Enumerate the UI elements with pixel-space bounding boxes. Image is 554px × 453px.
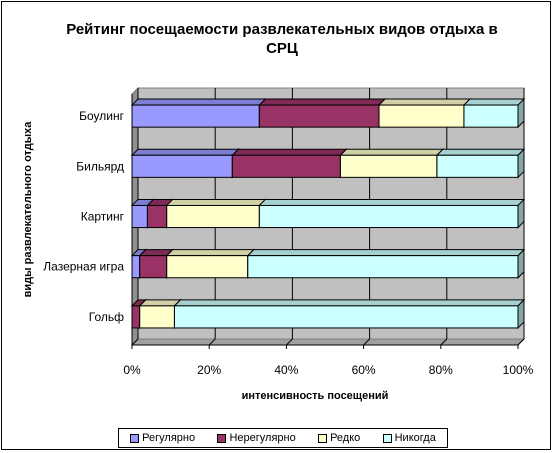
bar-side: [517, 148, 525, 179]
gridline-floor: [440, 338, 448, 346]
legend: Регулярно Нерегулярно Редко Никогда: [118, 428, 448, 448]
bar-top: [165, 198, 267, 206]
bar-segment: [378, 104, 465, 128]
bar-side: [517, 298, 525, 330]
bar-segment: [463, 104, 519, 128]
bar-top: [339, 148, 445, 156]
legend-swatch: [382, 433, 392, 443]
bar-side: [517, 97, 525, 129]
bar-segment: [131, 204, 148, 229]
y-tick-label: Бильярд: [76, 159, 124, 173]
bar-top: [130, 148, 240, 156]
bar-segment: [166, 204, 260, 229]
bar-segment: [258, 204, 519, 229]
bar-top: [377, 98, 472, 106]
legend-label: Регулярно: [142, 432, 196, 444]
bar-top: [462, 98, 526, 106]
gridline-floor: [131, 338, 139, 346]
bar-segment: [247, 255, 519, 279]
bar-side: [517, 248, 525, 279]
bar-segment: [436, 154, 519, 178]
y-axis-label: виды развлекательного отдыха: [22, 121, 34, 298]
legend-swatch: [318, 433, 328, 443]
gridline-floor: [286, 338, 293, 346]
legend-swatch: [217, 433, 227, 443]
gridline-floor: [517, 338, 525, 346]
legend-item: Никогда: [382, 432, 436, 444]
y-tick-label: Боулинг: [79, 109, 124, 123]
x-tick-label: 60%: [352, 363, 376, 377]
bar-top: [173, 299, 526, 307]
bar-top: [138, 299, 182, 307]
x-tick-label: 40%: [274, 363, 298, 377]
bar-segment: [139, 305, 175, 329]
bar-segment: [131, 154, 233, 178]
plot-floor: [130, 338, 526, 346]
y-tick-label: Гольф: [89, 310, 124, 324]
y-tick-label: Лазерная игра: [43, 260, 124, 274]
x-tick-label: 100%: [503, 363, 534, 377]
bar-segment: [231, 154, 341, 178]
bar-top: [258, 98, 387, 106]
bar-top: [246, 249, 526, 257]
bar-segment: [131, 104, 260, 128]
bar-segment: [173, 305, 519, 329]
bar-segment: [166, 255, 249, 279]
bar-segment: [258, 104, 380, 128]
bar-segment: [339, 154, 438, 178]
legend-item: Нерегулярно: [217, 432, 296, 444]
bar-segment: [131, 255, 141, 279]
bar-segment: [131, 305, 141, 329]
x-tick-label: 80%: [429, 363, 453, 377]
bar-segment: [139, 255, 168, 279]
y-tick-label: Картинг: [81, 210, 125, 224]
bar-top: [435, 148, 526, 156]
bar-top: [258, 198, 526, 206]
legend-label: Нерегулярно: [229, 432, 296, 444]
bar-top: [165, 249, 256, 257]
gridline-floor: [208, 338, 216, 346]
x-axis-label: интенсивность посещений: [242, 390, 389, 402]
chart-title: Рейтинг посещаемости развлекательных вид…: [66, 21, 498, 57]
bar-top: [231, 148, 348, 156]
legend-item: Редко: [318, 432, 360, 444]
bar-top: [130, 98, 267, 106]
legend-swatch: [130, 433, 140, 443]
bar-segment: [146, 204, 168, 229]
bar-side: [517, 198, 525, 229]
legend-label: Редко: [330, 432, 361, 444]
legend-item: Регулярно: [130, 432, 195, 444]
legend-label: Никогда: [394, 432, 436, 444]
gridline-floor: [363, 338, 370, 346]
x-tick-label: 0%: [123, 363, 141, 377]
x-tick-label: 20%: [197, 363, 221, 377]
